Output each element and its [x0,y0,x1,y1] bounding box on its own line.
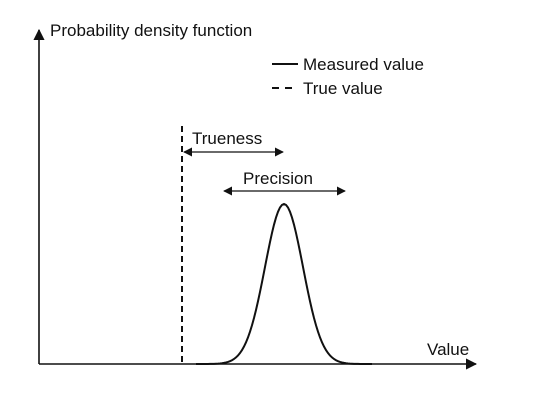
legend: Measured value True value [272,55,424,98]
y-axis-label: Probability density function [50,21,252,40]
precision-label: Precision [243,169,313,188]
legend-true-label: True value [303,79,383,98]
measured-value-curve [195,202,373,365]
x-axis-label: Value [427,340,469,359]
trueness-label: Trueness [192,129,262,148]
legend-measured-label: Measured value [303,55,424,74]
